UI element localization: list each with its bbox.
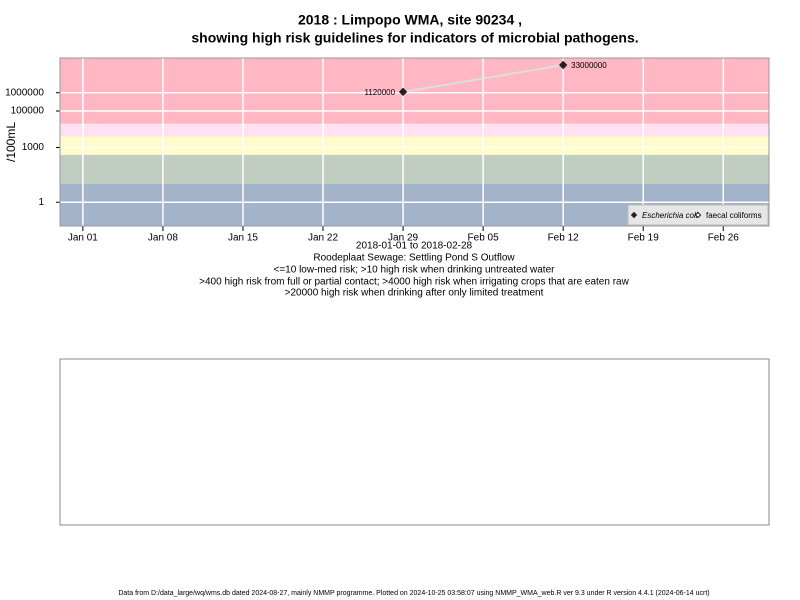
risk-band xyxy=(60,123,769,137)
footer: Data from D:/data_large/wq/wms.db dated … xyxy=(118,590,709,597)
data-point xyxy=(398,87,408,97)
data-label: 33000000 xyxy=(571,61,607,70)
x-tick-label: Feb 19 xyxy=(628,233,660,244)
x-tick-label: Jan 08 xyxy=(148,233,178,244)
x-tick-label: Feb 26 xyxy=(708,233,740,244)
data-point xyxy=(558,60,568,70)
chart-subtitle: showing high risk guidelines for indicat… xyxy=(191,30,638,46)
plot-frame xyxy=(59,57,770,227)
series-line xyxy=(402,64,564,93)
y-tick-label: 1000 xyxy=(22,142,45,153)
y-tick-label: 100000 xyxy=(11,106,45,117)
x-tick-label: Jan 01 xyxy=(68,233,98,244)
risk-band xyxy=(60,154,769,184)
legend-marker xyxy=(630,211,638,219)
note: >20000 high risk when drinking after onl… xyxy=(285,288,544,299)
plot-area xyxy=(60,58,769,226)
legend-marker xyxy=(694,211,702,219)
note: >400 high risk from full or partial cont… xyxy=(199,277,629,288)
y-tick-label: 1000000 xyxy=(5,87,44,98)
x-tick-label: Jan 15 xyxy=(228,233,258,244)
empty-panel xyxy=(59,358,770,526)
chart-title: 2018 : Limpopo WMA, site 90234 , xyxy=(298,12,522,28)
y-tick-label: 1 xyxy=(38,197,44,208)
x-tick-label: Jan 22 xyxy=(308,233,338,244)
legend-label: Escherichia coli xyxy=(642,211,698,220)
legend-label: faecal coliforms xyxy=(706,211,762,220)
data-label: 1120000 xyxy=(365,88,396,97)
x-axis-label: 2018-01-01 to 2018-02-28 xyxy=(356,241,473,252)
x-tick-label: Feb 12 xyxy=(548,233,580,244)
x-tick-label: Feb 05 xyxy=(468,233,500,244)
y-axis-label: /100mL xyxy=(4,122,18,162)
risk-band xyxy=(60,136,769,155)
note: <=10 low-med risk; >10 high risk when dr… xyxy=(274,265,556,276)
x-tick-label: Jan 29 xyxy=(388,233,418,244)
site-name: Roodeplaat Sewage: Settling Pond S Outfl… xyxy=(313,253,515,264)
